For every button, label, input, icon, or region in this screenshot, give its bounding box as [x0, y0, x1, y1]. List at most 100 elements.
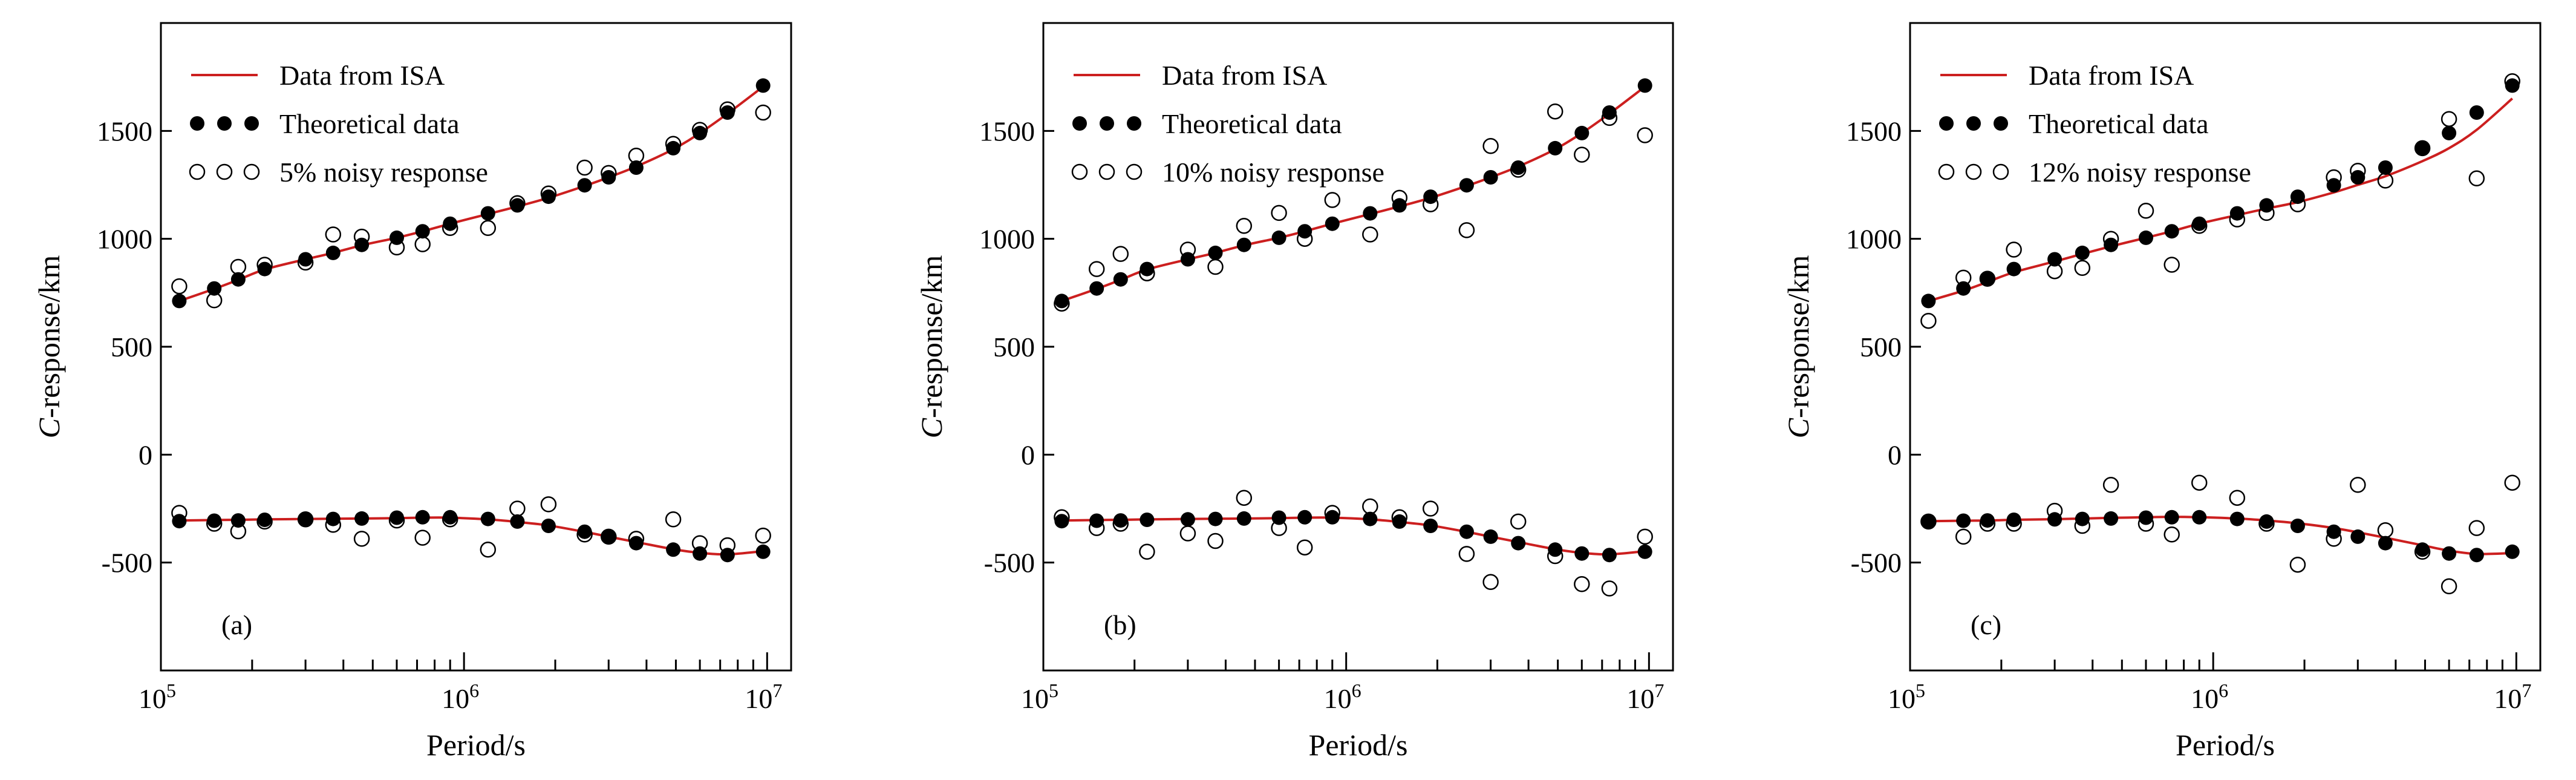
legend-swatch-theoretical — [244, 116, 259, 131]
theoretical-point — [2192, 510, 2207, 525]
theoretical-point — [2075, 245, 2090, 260]
noisy-point — [2504, 474, 2520, 491]
theoretical-point — [628, 536, 644, 551]
legend-swatch-theoretical — [217, 116, 232, 131]
theoretical-point — [480, 206, 495, 221]
theoretical-point — [628, 160, 644, 175]
y-tick-label: 500 — [111, 332, 152, 362]
noisy-point — [2164, 526, 2180, 543]
x-axis-label: Period/s — [2176, 728, 2275, 762]
noisy-point — [2441, 578, 2457, 595]
theoretical-point — [2139, 510, 2153, 525]
theoretical-point — [2047, 252, 2062, 267]
noisy-point — [1422, 500, 1439, 517]
noisy-point — [388, 512, 405, 529]
noisy-point — [230, 523, 247, 540]
noisy-point — [691, 535, 708, 551]
noisy-point — [2046, 263, 2063, 280]
noisy-point — [325, 517, 342, 533]
x-tick-exponent: 6 — [2219, 680, 2228, 701]
theoretical-point — [1363, 511, 1378, 526]
y-axis-label: C-response/km — [1781, 255, 1815, 439]
theoretical-point — [2047, 512, 2062, 527]
panel-label: (a) — [221, 609, 252, 640]
x-axis-label: Period/s — [426, 728, 526, 762]
theoretical-point — [755, 544, 771, 559]
y-tick-label: 1000 — [979, 224, 1035, 255]
x-tick-exponent: 5 — [166, 680, 176, 701]
noisy-point — [2258, 205, 2275, 221]
theoretical-point — [601, 170, 616, 185]
noisy-point — [2326, 531, 2342, 547]
noisy-point — [2468, 170, 2485, 187]
x-tick-label: 106 — [2191, 680, 2228, 714]
theoretical-point — [298, 252, 313, 267]
x-tick-label: 105 — [1888, 680, 1925, 714]
theoretical-point — [172, 293, 187, 309]
legend-entry: 5% noisy response — [279, 157, 488, 188]
noisy-point — [719, 101, 736, 117]
theoretical-point — [2505, 78, 2520, 93]
noisy-point — [1088, 520, 1105, 536]
theoretical-point — [1459, 524, 1474, 539]
theoretical-point — [1089, 281, 1104, 296]
theoretical-point — [230, 513, 246, 528]
theoretical-point — [2469, 548, 2484, 563]
noisy-point — [2137, 516, 2154, 532]
x-tick-base: 10 — [1888, 683, 1916, 714]
y-tick-label: -500 — [984, 548, 1035, 578]
theoretical-point — [2229, 511, 2245, 526]
theoretical-point — [1602, 548, 1617, 563]
theoretical-point — [415, 224, 430, 239]
noisy-point — [601, 528, 617, 545]
x-axis-label: Period/s — [1309, 728, 1408, 762]
noisy-point — [442, 511, 458, 528]
x-tick-label: 105 — [139, 680, 176, 714]
noisy-point — [2006, 241, 2022, 258]
theoretical-point — [666, 542, 681, 557]
legend-swatch-theoretical — [1994, 116, 2008, 131]
panel-label: (c) — [1971, 609, 2001, 640]
theoretical-point — [1980, 272, 1995, 287]
noisy-point — [480, 542, 497, 558]
noisy-point — [414, 236, 431, 252]
theoretical-point — [693, 125, 708, 140]
theoretical-point — [1548, 140, 1563, 156]
theoretical-point — [354, 237, 370, 252]
legend-swatch-noisy — [1126, 163, 1143, 180]
theoretical-point — [755, 78, 771, 93]
noisy-point — [2229, 211, 2246, 228]
noisy-point — [1324, 505, 1341, 521]
theoretical-point — [1980, 513, 1995, 528]
y-axis-label-text: -response/km — [1781, 255, 1815, 418]
y-tick-label: 0 — [1888, 439, 1902, 470]
theoretical-point — [1140, 513, 1155, 527]
theoretical-point — [1113, 513, 1128, 528]
theoretical-point — [1602, 105, 1617, 120]
x-tick-base: 10 — [1626, 683, 1654, 714]
y-axis-label-text: -response/km — [915, 255, 948, 418]
theoretical-point — [2290, 519, 2305, 533]
theoretical-point — [257, 513, 272, 527]
theoretical-point — [1392, 514, 1407, 529]
theoretical-point — [1236, 237, 1251, 252]
theoretical-point — [1208, 245, 1223, 260]
legend-entry: 12% noisy response — [2029, 157, 2251, 188]
theoretical-point — [2378, 160, 2393, 175]
x-tick-base: 10 — [442, 683, 469, 714]
noisy-point — [325, 226, 342, 243]
noisy-point — [665, 511, 682, 528]
noisy-point — [480, 220, 497, 237]
theoretical-point — [2104, 237, 2119, 252]
noisy-point — [1601, 580, 1618, 597]
noisy-point — [1510, 513, 1527, 530]
noisy-point — [1637, 528, 1653, 545]
theoretical-point — [325, 511, 341, 526]
noisy-point — [540, 185, 557, 202]
noisy-point — [388, 239, 405, 256]
noisy-point — [297, 254, 314, 271]
panel-label: (b) — [1104, 609, 1136, 640]
